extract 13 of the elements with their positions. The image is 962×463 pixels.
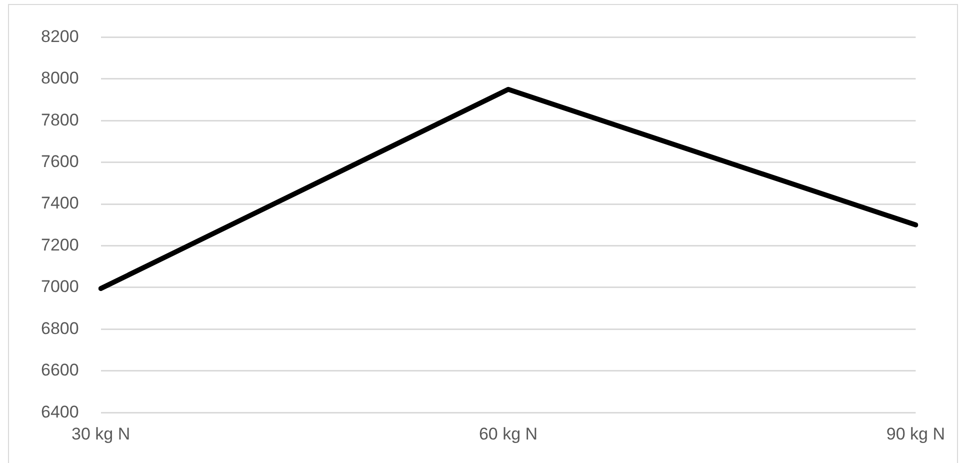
y-tick-label: 7400 [40,194,79,213]
y-tick-label: 6600 [40,360,79,380]
y-tick-label: 8000 [40,68,79,88]
y-tick-label: 6400 [40,402,79,422]
y-tick-label: 7200 [40,235,79,254]
x-tick-label: 60 kg N [478,424,538,444]
y-tick-label: 6800 [40,318,79,338]
y-tick-label: 8200 [40,26,79,46]
y-tick-label: 7000 [40,277,79,296]
y-tick-label: 7800 [40,110,79,130]
x-tick-label: 30 kg N [72,424,130,444]
y-tick-label: 7600 [40,152,79,172]
x-tick-label: 90 kg N [886,424,946,444]
